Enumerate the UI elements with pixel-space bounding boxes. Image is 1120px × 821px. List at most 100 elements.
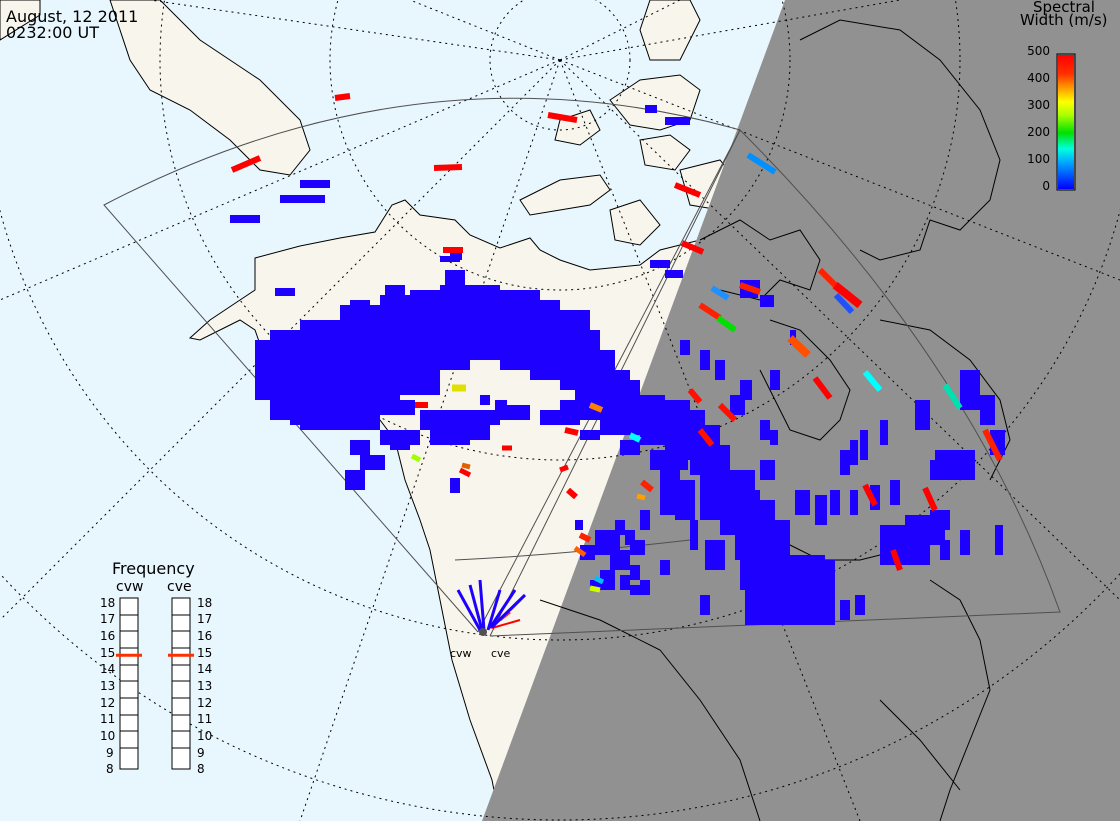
echo-cell — [660, 490, 675, 515]
echo-segment — [433, 164, 463, 171]
echo-cell — [915, 400, 930, 430]
echo-cell — [700, 350, 710, 370]
echo-segment — [680, 240, 705, 255]
echo-cell — [850, 490, 858, 515]
freq-scale-label-left: 11 — [100, 712, 116, 726]
echo-cell — [830, 490, 840, 515]
echo-cell — [620, 440, 640, 455]
echo-cell — [665, 117, 690, 125]
echo-cell — [395, 400, 415, 415]
echo-segment — [812, 376, 833, 400]
echo-segment — [334, 93, 351, 101]
echo-cell — [855, 595, 865, 615]
freq-scale-label-left: 12 — [100, 696, 116, 710]
echo-cell — [760, 460, 775, 480]
echo-cell — [940, 540, 950, 560]
colorbar — [1058, 55, 1074, 189]
echo-segment — [588, 402, 604, 413]
echo-cell — [740, 290, 758, 298]
echo-segment — [862, 370, 883, 392]
echo-cell — [930, 460, 945, 480]
echo-segment — [628, 432, 642, 443]
echo-segment — [698, 302, 722, 321]
echo-cell — [630, 585, 640, 595]
echo-cell — [620, 575, 630, 590]
echo-segment — [716, 315, 737, 333]
echo-cell — [730, 395, 745, 415]
freq-scale-label-right: 16 — [197, 629, 213, 643]
colorbar-tick: 300 — [1027, 98, 1050, 112]
echo-segment — [862, 483, 878, 507]
echo-segment — [697, 428, 715, 447]
echo-cell — [895, 545, 925, 565]
echo-cell — [500, 405, 530, 420]
echo-cell — [740, 470, 755, 490]
echo-cell — [600, 570, 615, 590]
echo-cell — [690, 520, 698, 550]
echo-segment — [578, 532, 592, 543]
echo-cell — [675, 480, 695, 520]
echo-cell — [840, 450, 850, 475]
echo-segment — [942, 383, 963, 410]
echo-segment — [566, 487, 578, 500]
freq-scale-label-right: 9 — [197, 746, 205, 760]
freq-scale-label-right: 15 — [197, 646, 213, 660]
colorbar-title-line2: Width (m/s) — [1020, 11, 1108, 29]
freq-scale-label-left: 10 — [100, 729, 116, 743]
echo-cell — [300, 180, 330, 188]
echo-cell — [480, 410, 500, 425]
echo-segment — [458, 467, 472, 478]
echo-cell — [290, 395, 305, 425]
echo-segment — [687, 388, 703, 404]
colorbar-tick: 0 — [1042, 179, 1050, 193]
echo-cell — [280, 195, 325, 203]
echo-segment — [230, 155, 262, 173]
frequency-scale-cve — [171, 597, 191, 770]
freq-scale-label-right: 8 — [197, 762, 205, 776]
freq-scale-label-left: 18 — [100, 596, 116, 610]
frequency-title: Frequency — [112, 559, 195, 578]
echo-cell — [450, 478, 460, 493]
echo-cell — [960, 530, 970, 555]
echo-cell — [650, 415, 660, 440]
echo-cell — [350, 300, 370, 315]
echo-segment — [717, 402, 738, 423]
echo-segment — [673, 182, 702, 198]
echo-segment — [787, 335, 811, 358]
echo-segment — [410, 453, 422, 463]
echo-cell — [480, 395, 490, 405]
freq-scale-label-right: 11 — [197, 712, 213, 726]
echo-cell — [275, 288, 295, 296]
radar-beams — [456, 579, 527, 631]
echo-cell — [645, 105, 657, 113]
echo-cell — [740, 280, 760, 290]
echo-segment — [589, 585, 601, 593]
echo-cell — [600, 420, 640, 435]
echo-cell — [890, 480, 900, 505]
freq-scale-label-right: 18 — [197, 596, 213, 610]
echo-cell — [840, 600, 850, 620]
echo-cell — [700, 595, 710, 615]
echo-cell — [815, 495, 827, 525]
echo-cell — [680, 440, 688, 470]
echo-cell — [910, 520, 930, 530]
echo-segment — [739, 282, 761, 295]
echo-cell — [660, 560, 670, 575]
echo-cell — [440, 256, 460, 262]
echo-cell — [795, 490, 810, 515]
freq-scale-label-right: 10 — [197, 729, 213, 743]
echo-cell — [770, 370, 780, 390]
radar-site-marker[interactable] — [479, 628, 487, 636]
echo-cell — [640, 510, 650, 530]
echo-cell — [665, 270, 683, 278]
freq-scale-label-left: 14 — [100, 662, 116, 676]
freq-scale-label-right: 14 — [197, 662, 213, 676]
freq-scale-label-left: 9 — [106, 746, 114, 760]
colorbar-tick: 500 — [1027, 44, 1050, 58]
echo-cell — [230, 215, 260, 223]
echo-cell — [870, 485, 880, 510]
echo-cell — [385, 285, 405, 300]
echo-cell — [560, 400, 590, 420]
